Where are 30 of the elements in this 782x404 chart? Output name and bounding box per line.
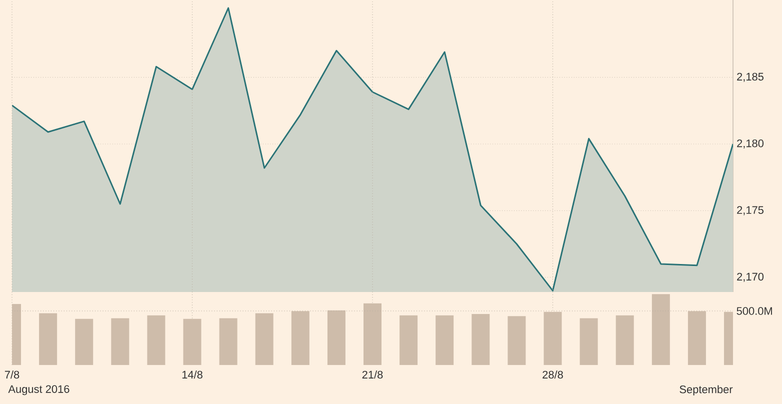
y-tick-label: 2,185 bbox=[737, 72, 764, 82]
bar bbox=[255, 313, 274, 365]
bar bbox=[688, 311, 706, 365]
bar bbox=[219, 318, 238, 365]
bar bbox=[75, 318, 94, 365]
x-tick-label: 7/8 bbox=[4, 370, 20, 379]
bar bbox=[436, 315, 454, 365]
bar bbox=[291, 311, 310, 365]
bar bbox=[652, 294, 670, 365]
bar bbox=[327, 310, 346, 365]
y-tick-label: 2,180 bbox=[737, 139, 764, 149]
bar bbox=[364, 303, 382, 365]
bar bbox=[111, 318, 130, 365]
bar bbox=[183, 318, 202, 365]
bar bbox=[147, 315, 166, 365]
text: August 2016 bbox=[8, 385, 70, 396]
bar bbox=[580, 318, 598, 365]
x-tick-label: 21/8 bbox=[362, 370, 383, 379]
bar bbox=[508, 316, 526, 365]
bar bbox=[544, 312, 562, 365]
x-tick-label: 14/8 bbox=[182, 370, 202, 379]
y-tick-label: 2,170 bbox=[737, 272, 764, 282]
x-tick-label: 28/8 bbox=[542, 370, 563, 379]
bar bbox=[39, 313, 58, 365]
text: September bbox=[680, 385, 733, 396]
bar bbox=[400, 315, 418, 365]
bar bbox=[616, 315, 634, 365]
y-tick-label: 2,175 bbox=[737, 206, 764, 216]
text: 500.0M bbox=[736, 307, 772, 315]
bar bbox=[472, 314, 490, 365]
